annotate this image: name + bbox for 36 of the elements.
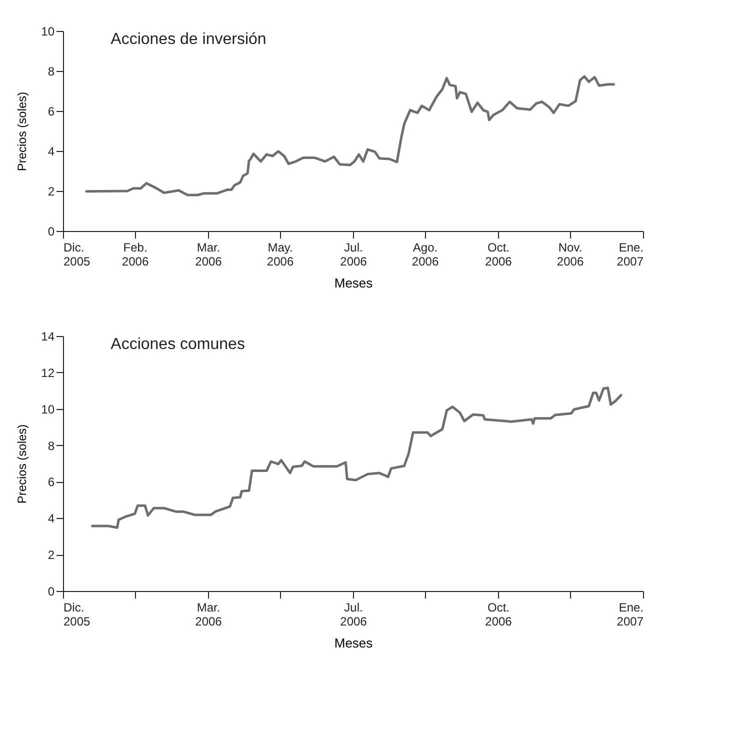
x-tick-label: Dic. 2005 bbox=[64, 600, 91, 628]
y-tick-label: 0 bbox=[48, 584, 55, 598]
x-tick-label: Oct. 2006 bbox=[485, 600, 512, 628]
y-tick-label: 2 bbox=[48, 184, 55, 198]
y-tick-label: 4 bbox=[48, 144, 55, 158]
x-tick-label: Ago. 2006 bbox=[412, 240, 439, 268]
y-tick-label: 8 bbox=[48, 64, 55, 78]
x-tick-label: Jul. 2006 bbox=[340, 240, 368, 268]
x-tick-label: Mar. 2006 bbox=[195, 600, 222, 628]
x-tick-label: May. 2006 bbox=[266, 240, 294, 268]
x-tick-label: Mar. 2006 bbox=[195, 240, 222, 268]
x-axis-title: Meses bbox=[334, 276, 374, 290]
line-series bbox=[91, 386, 622, 529]
x-tick-label: Dic. 2005 bbox=[64, 240, 91, 268]
chart-title: Acciones de inversión bbox=[110, 31, 266, 48]
x-tick-label: Ene. 2007 bbox=[616, 240, 644, 268]
x-tick-label: Ene. 2007 bbox=[616, 600, 644, 628]
y-tick-label: 6 bbox=[48, 104, 55, 118]
y-tick-label: 2 bbox=[48, 548, 55, 562]
chart-title: Acciones comunes bbox=[110, 336, 245, 353]
y-tick-label: 6 bbox=[48, 475, 55, 490]
x-tick-label: Nov. 2006 bbox=[556, 240, 584, 268]
x-tick-label: Jul. 2006 bbox=[340, 600, 368, 628]
x-axis-title: Meses bbox=[334, 636, 374, 650]
x-tick-label: Feb. 2006 bbox=[122, 240, 149, 268]
y-tick-label: 10 bbox=[41, 24, 55, 38]
y-tick-label: 14 bbox=[41, 330, 55, 344]
y-axis-title: Precios (soles) bbox=[15, 92, 30, 172]
line-series bbox=[85, 75, 615, 196]
y-tick-label: 12 bbox=[41, 366, 55, 380]
y-tick-label: 0 bbox=[48, 224, 55, 238]
y-tick-label: 8 bbox=[48, 438, 55, 453]
y-tick-label: 10 bbox=[41, 402, 55, 416]
y-tick-label: 4 bbox=[48, 512, 55, 526]
x-tick-label: Oct. 2006 bbox=[485, 240, 512, 268]
y-axis-title: Precios (soles) bbox=[15, 424, 30, 504]
